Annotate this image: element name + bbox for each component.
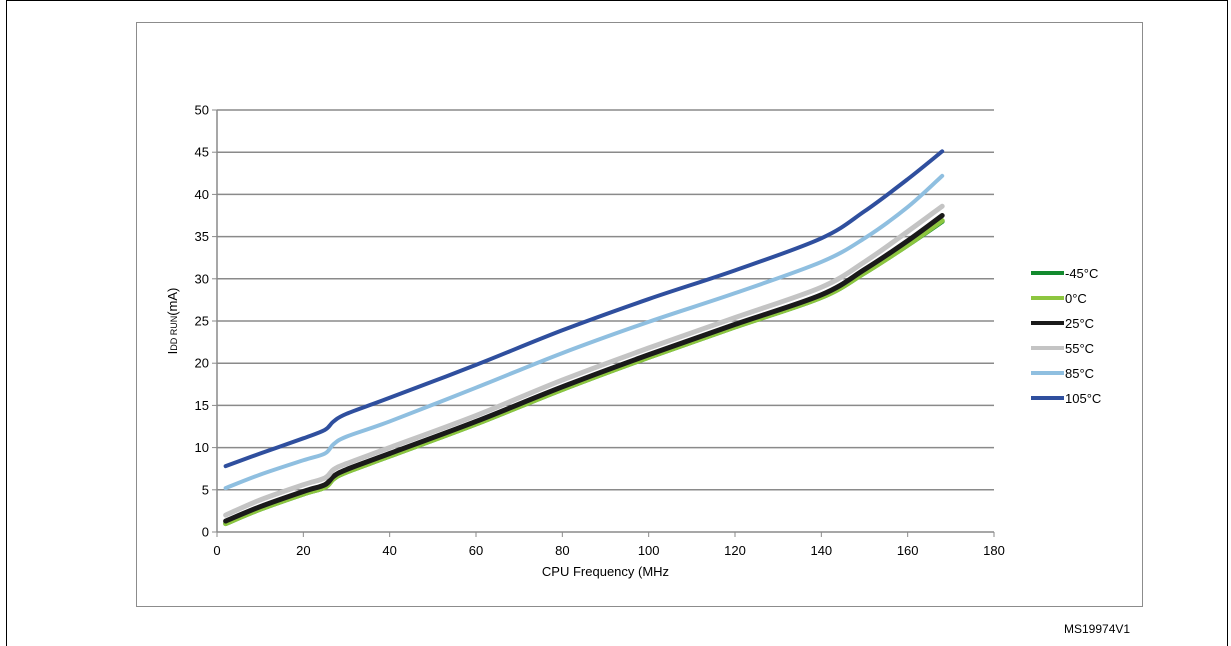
y-axis-label-main: I [165, 351, 180, 355]
x-tick-label-180: 180 [983, 543, 1005, 558]
legend-label-0: -45°C [1065, 266, 1098, 281]
y-tick-label-0: 0 [202, 525, 209, 540]
tick-labels: 0 5 10 15 20 25 30 35 40 45 50 0 20 40 60 80 100 120 140 16… [195, 103, 1005, 559]
y-tick-label-50: 50 [195, 103, 209, 118]
y-tick-label-40: 40 [195, 187, 209, 202]
x-tick-label-160: 160 [897, 543, 919, 558]
y-tick-label-25: 25 [195, 314, 209, 329]
grid-lines [217, 109, 994, 491]
y-axis-label: IDD RUN(mA) [165, 288, 180, 355]
legend-label-3: 55°C [1065, 341, 1094, 356]
legend-label-1: 0°C [1065, 291, 1087, 306]
legend-label-2: 25°C [1065, 316, 1094, 331]
legend-label-5: 105°C [1065, 391, 1101, 406]
y-tick-label-5: 5 [202, 482, 209, 497]
y-tick-label-35: 35 [195, 229, 209, 244]
y-tick-label-45: 45 [195, 145, 209, 160]
y-tick-label-30: 30 [195, 271, 209, 286]
series-lines [223, 149, 945, 527]
x-tick-label-80: 80 [555, 543, 569, 558]
legend-label-4: 85°C [1065, 366, 1094, 381]
y-tick-label-15: 15 [195, 398, 209, 413]
series-5-line [223, 149, 945, 469]
x-tick-label-140: 140 [810, 543, 832, 558]
x-tick-label-40: 40 [382, 543, 396, 558]
y-tick-label-20: 20 [195, 356, 209, 371]
x-tick-label-0: 0 [213, 543, 220, 558]
figure-id: MS19974V1 [1064, 622, 1131, 636]
series-4-line [223, 173, 945, 491]
y-tick-label-10: 10 [195, 440, 209, 455]
y-axis-label-unit: (mA) [165, 288, 180, 316]
line-chart: 0 5 10 15 20 25 30 35 40 45 50 0 20 40 60 80 100 120 140 16… [165, 103, 1101, 580]
series-3-line [223, 203, 945, 518]
x-axis-label: CPU Frequency (MHz [542, 564, 669, 579]
x-tick-label-20: 20 [296, 543, 310, 558]
x-tick-label-120: 120 [724, 543, 746, 558]
x-tick-label-60: 60 [469, 543, 483, 558]
chart-area: 0 5 10 15 20 25 30 35 40 45 50 0 20 40 60 80 100 120 140 16… [136, 22, 1143, 607]
figure-frame [6, 0, 1228, 646]
legend: -45°C 0°C 25°C 55°C 85°C 105°C [1031, 266, 1101, 406]
series-2-line [223, 213, 945, 524]
x-tick-label-100: 100 [638, 543, 660, 558]
y-axis-label-subscript: DD RUN [169, 316, 179, 351]
axes [212, 109, 995, 537]
